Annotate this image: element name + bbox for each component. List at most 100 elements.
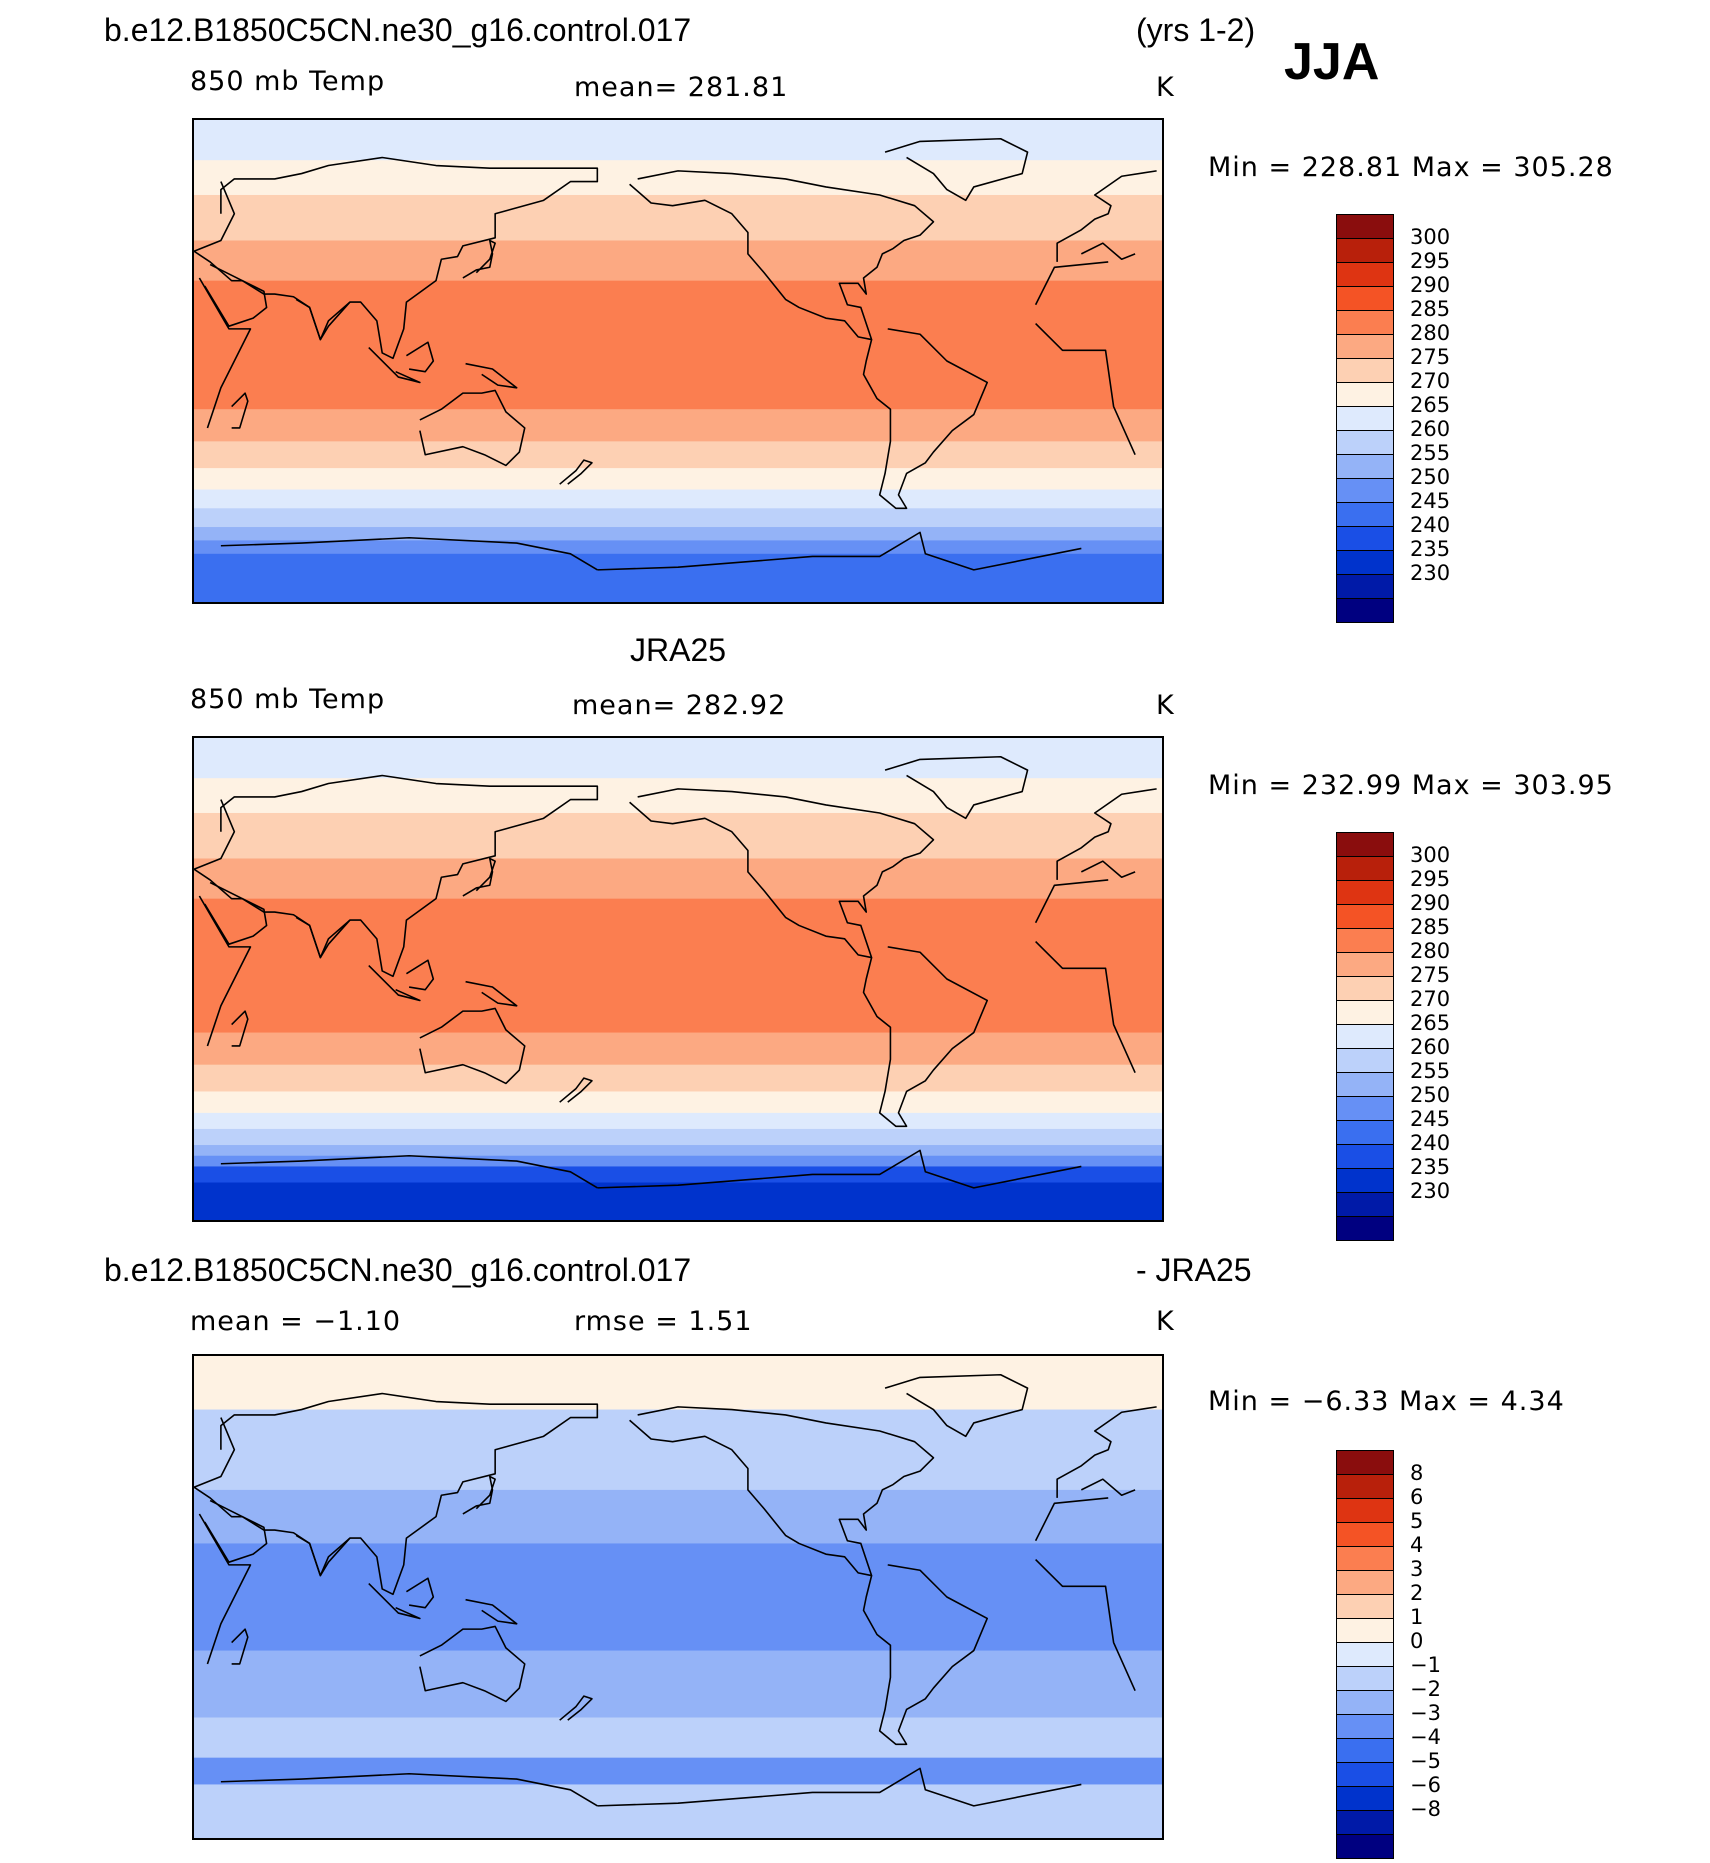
colorbar-swatch — [1336, 1049, 1394, 1073]
colorbar-tick-label: 8 — [1410, 1461, 1424, 1485]
contour-band — [194, 858, 1162, 900]
colorbar-tick-label: 245 — [1410, 489, 1451, 513]
colorbar-swatch — [1336, 1499, 1394, 1523]
colorbar-tick-label: 250 — [1410, 1083, 1451, 1107]
colorbar-swatch — [1336, 1739, 1394, 1763]
coastline — [194, 156, 599, 360]
colorbar-swatch — [1336, 1001, 1394, 1025]
coastline — [204, 263, 268, 327]
panel1-units-label: K — [1156, 72, 1175, 103]
colorbar-swatch — [1336, 881, 1394, 905]
coastline — [194, 799, 236, 870]
colorbar-swatch — [1336, 239, 1394, 263]
panel1-variable-label: 850 mb Temp — [190, 66, 386, 97]
colorbar-swatch — [1336, 977, 1394, 1001]
colorbar-swatch — [1336, 287, 1394, 311]
colorbar-swatch — [1336, 1667, 1394, 1691]
colorbar-tick-label: 290 — [1410, 273, 1451, 297]
coastline — [1035, 1558, 1136, 1692]
coastline — [220, 536, 598, 571]
coastline — [220, 1154, 598, 1189]
colorbar-swatch — [1336, 1523, 1394, 1547]
colorbar-swatch — [1336, 1835, 1394, 1859]
coastline — [194, 1392, 599, 1596]
colorbar-tick-label: 275 — [1410, 345, 1451, 369]
colorbar-swatch — [1336, 214, 1394, 239]
colorbar-tick-label: 290 — [1410, 891, 1451, 915]
colorbar-tick-label: 270 — [1410, 987, 1451, 1011]
contour-band — [194, 1155, 1162, 1167]
panel3-title-minus-dataset: - JRA25 — [1136, 1252, 1252, 1288]
colorbar-swatch — [1336, 1097, 1394, 1121]
coastline — [884, 1373, 1029, 1438]
colorbar-swatch — [1336, 1763, 1394, 1787]
coastline — [194, 774, 599, 978]
coastline — [231, 1628, 249, 1665]
colorbar-tick-label: 260 — [1410, 1035, 1451, 1059]
colorbar-tick-label: 235 — [1410, 537, 1451, 561]
colorbar-tick-label: 230 — [1410, 1179, 1451, 1203]
contour-band — [194, 120, 1162, 161]
colorbar-tick-label: 255 — [1410, 1059, 1451, 1083]
colorbar-swatch — [1336, 1169, 1394, 1193]
colorbar-tick-label: 275 — [1410, 963, 1451, 987]
season-label: JJA — [1284, 33, 1380, 91]
contour-band — [194, 1650, 1162, 1718]
colorbar-swatch — [1336, 929, 1394, 953]
contour-band — [194, 1489, 1162, 1544]
coastline — [204, 881, 268, 945]
colorbar-swatch — [1336, 407, 1394, 431]
coastline — [231, 1010, 249, 1047]
colorbar-tick-label: 300 — [1410, 843, 1451, 867]
coastline — [1080, 860, 1136, 879]
contour-band — [194, 468, 1162, 491]
panel1-title-case: b.e12.B1850C5CN.ne30_g16.control.017 — [104, 12, 692, 48]
contour-band — [194, 527, 1162, 541]
coastline — [295, 298, 351, 341]
colorbar-swatch — [1336, 263, 1394, 287]
colorbar-tick-label: −8 — [1410, 1797, 1441, 1821]
panel2-variable-label: 850 mb Temp — [190, 684, 386, 715]
colorbar-swatch — [1336, 1145, 1394, 1169]
coastline — [419, 1625, 526, 1703]
coastline — [368, 965, 421, 1002]
contour-band — [194, 1409, 1162, 1491]
colorbar-tick-label: 280 — [1410, 321, 1451, 345]
coastline — [405, 341, 435, 373]
colorbar-tick-label: −3 — [1410, 1701, 1441, 1725]
colorbar-tick-label: 265 — [1410, 1011, 1451, 1035]
contour-band — [194, 1757, 1162, 1785]
coastline — [1034, 261, 1109, 306]
colorbar-swatch — [1336, 527, 1394, 551]
panel1-colorbar: 300 295 290 285 280 275 270 265 260 255 250 245 240 2… — [1336, 214, 1450, 623]
colorbar-swatch — [1336, 383, 1394, 407]
contour-band — [194, 1032, 1162, 1066]
colorbar-tick-label: 4 — [1410, 1533, 1424, 1557]
colorbar-swatch — [1336, 1715, 1394, 1739]
colorbar-swatch — [1336, 832, 1394, 857]
contour-band — [194, 1784, 1162, 1838]
coastline — [295, 916, 351, 959]
panel1-title-years: (yrs 1-2) — [1136, 12, 1256, 48]
colorbar-tick-label: 245 — [1410, 1107, 1451, 1131]
panel3-units-label: K — [1156, 1306, 1175, 1337]
colorbar-swatch — [1336, 905, 1394, 929]
panel3-minmax-label: Min = −6.33 Max = 4.34 — [1208, 1386, 1565, 1417]
colorbar-tick-label: 1 — [1410, 1605, 1424, 1629]
colorbar-swatch — [1336, 1619, 1394, 1643]
colorbar-tick-label: 2 — [1410, 1581, 1424, 1605]
colorbar-swatch — [1336, 1217, 1394, 1241]
coastline — [862, 328, 989, 510]
contour-band — [194, 160, 1162, 196]
colorbar-swatch — [1336, 1475, 1394, 1499]
contour-band — [194, 778, 1162, 814]
colorbar-tick-label: −4 — [1410, 1725, 1441, 1749]
contour-band — [194, 508, 1162, 528]
coastline — [862, 946, 989, 1128]
colorbar-tick-label: 285 — [1410, 915, 1451, 939]
panel2-minmax-label: Min = 232.99 Max = 303.95 — [1208, 770, 1614, 801]
colorbar-swatch — [1336, 1547, 1394, 1571]
contour-band — [194, 1128, 1162, 1146]
colorbar-tick-label: 255 — [1410, 441, 1451, 465]
contour-band — [194, 812, 1162, 859]
